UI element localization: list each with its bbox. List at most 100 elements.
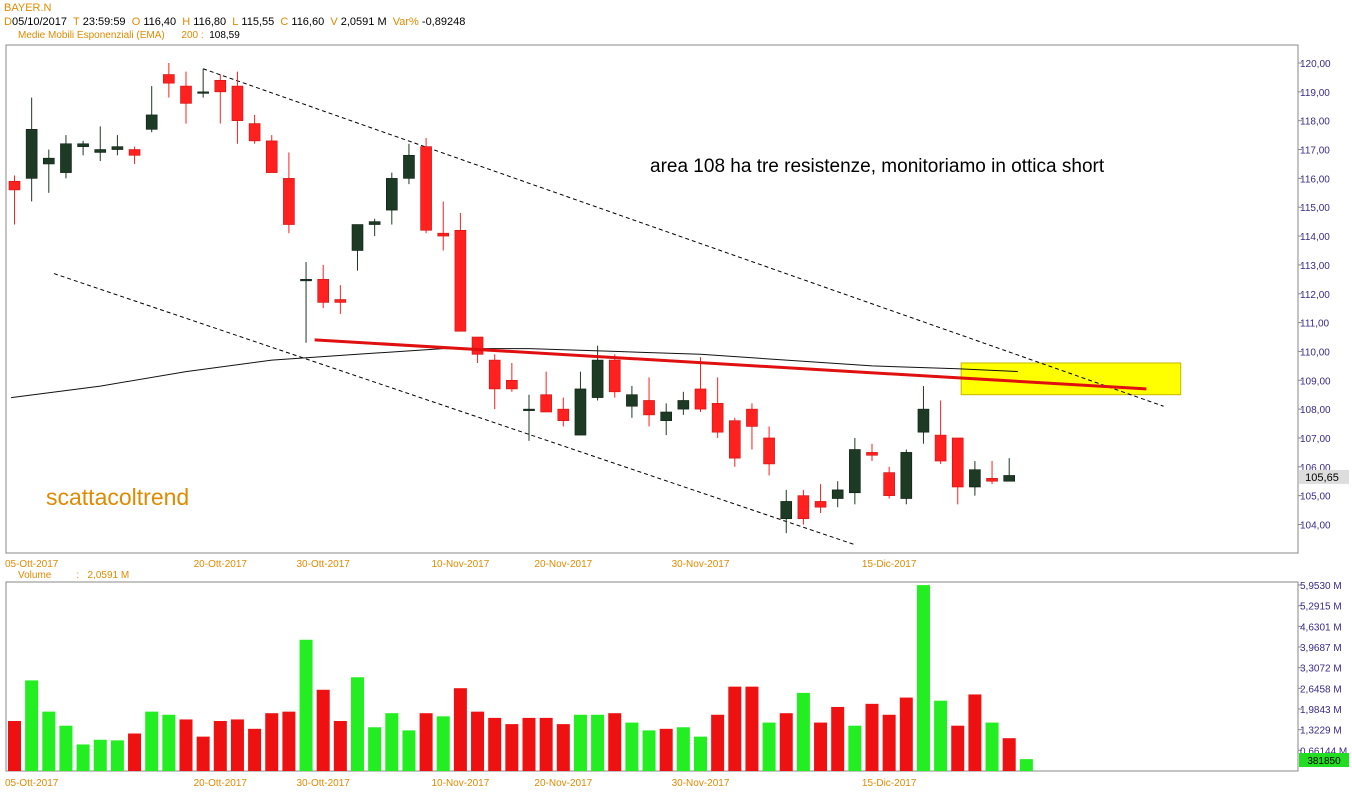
candle-body xyxy=(283,178,295,225)
price-y-tick-label: 112,00 xyxy=(1300,290,1330,301)
volume-x-tick-label: 20-Ott-2017 xyxy=(194,778,248,789)
volume-bar xyxy=(453,688,467,771)
price-x-axis: 05-Ott-2017 20-Ott-2017 30-Ott-2017 10-Nov-… xyxy=(5,559,917,570)
candle-bearish xyxy=(883,466,895,499)
candle-bearish xyxy=(643,377,655,427)
candle-bullish xyxy=(111,135,124,156)
volume-bar xyxy=(299,639,313,771)
volume-bar xyxy=(385,713,399,771)
volume-value: 2,0591 M xyxy=(340,16,387,28)
candle-bearish xyxy=(557,397,570,427)
price-y-tick-label: 106,00 xyxy=(1300,463,1331,474)
volume-bar xyxy=(110,740,124,771)
volume-bar xyxy=(145,711,159,771)
volume-bar xyxy=(179,719,193,771)
volume-bar xyxy=(556,724,570,771)
candles-layer xyxy=(8,63,1016,534)
volume-bar xyxy=(676,727,690,771)
candle-bearish xyxy=(540,371,552,413)
close-value: 116,60 xyxy=(291,16,325,28)
volume-bar xyxy=(196,736,210,771)
candle-body xyxy=(420,146,432,231)
volume-bar xyxy=(505,724,519,771)
close-label: C xyxy=(280,16,289,28)
candle-body xyxy=(334,299,347,303)
candle-body xyxy=(951,437,964,488)
volume-bar xyxy=(694,736,707,771)
current-volume-tag: 381850 xyxy=(1299,753,1349,767)
volume-bar xyxy=(779,713,793,771)
candle-body xyxy=(60,143,72,173)
candle-bearish xyxy=(214,74,227,124)
candle-bullish xyxy=(94,126,107,162)
candle-bearish xyxy=(506,362,518,392)
volume-bar xyxy=(471,711,485,771)
volume-bar xyxy=(985,722,999,771)
volume-bar xyxy=(659,728,673,771)
candle-body xyxy=(351,224,364,251)
candle-bullish xyxy=(660,403,673,436)
candle-body xyxy=(608,359,621,393)
candle-body xyxy=(797,495,810,520)
volume-label: V xyxy=(330,16,338,28)
candle-body xyxy=(77,143,89,147)
volume-y-tick-label: 1,3229 M xyxy=(1300,726,1342,737)
candle-bearish xyxy=(746,403,758,450)
candle-bullish xyxy=(42,149,55,193)
time-value: 23:59:59 xyxy=(82,16,126,28)
candle-bullish xyxy=(403,143,415,185)
volume-y-tick-label: 5,2915 M xyxy=(1300,602,1342,613)
current-price-label: 105,65 xyxy=(1305,472,1339,484)
candle-body xyxy=(626,394,638,407)
candle-body xyxy=(471,336,484,355)
volume-bar xyxy=(951,725,965,771)
candle-bearish xyxy=(420,137,432,234)
candle-bullish xyxy=(300,262,312,343)
volume-bar xyxy=(539,717,553,771)
date-label: D xyxy=(4,16,12,28)
candle-body xyxy=(780,501,793,520)
volume-legend-value: 2,0591 M xyxy=(87,570,130,581)
candle-body xyxy=(660,411,673,421)
candle-bearish xyxy=(951,437,964,505)
low-value: 115,55 xyxy=(241,16,275,28)
candle-bearish xyxy=(231,71,244,144)
volume-x-axis: 05-Ott-2017 20-Ott-2017 30-Ott-2017 10-Nov-… xyxy=(5,778,917,789)
price-y-tick-label: 104,00 xyxy=(1300,521,1331,532)
price-y-tick-label: 110,00 xyxy=(1300,347,1330,358)
volume-bar xyxy=(76,744,90,771)
volume-bar xyxy=(934,700,948,771)
candle-body xyxy=(523,408,535,411)
volume-y-axis: 5,9530 M 5,2915 M 4,6301 M 3,9687 M 3,3072 M… xyxy=(1298,581,1347,757)
candle-body xyxy=(368,221,381,225)
candle-bearish xyxy=(986,461,998,485)
candle-bullish xyxy=(574,371,587,436)
volume-y-tick-label: 3,3072 M xyxy=(1300,664,1342,675)
candle-body xyxy=(540,394,552,413)
volume-bar xyxy=(522,717,536,771)
candle-bearish xyxy=(317,264,330,309)
volume-bar xyxy=(248,728,262,771)
volume-bar xyxy=(899,697,913,771)
price-x-tick-label: 20-Nov-2017 xyxy=(534,559,592,570)
candle-bullish xyxy=(900,449,913,505)
high-value: 116,80 xyxy=(193,16,227,28)
price-y-tick-label: 111,00 xyxy=(1300,319,1330,330)
price-y-tick-label: 118,00 xyxy=(1300,117,1330,128)
candle-bearish xyxy=(608,354,621,398)
volume-bar xyxy=(436,716,450,771)
candle-bearish xyxy=(814,484,827,513)
candle-bullish xyxy=(591,345,604,401)
candle-body xyxy=(711,403,724,433)
price-x-tick-label: 30-Nov-2017 xyxy=(672,559,730,570)
var-value: -0,89248 xyxy=(421,16,466,28)
candle-body xyxy=(128,149,141,156)
price-y-tick-label: 113,00 xyxy=(1300,261,1330,272)
candle-body xyxy=(111,146,124,150)
candle-body xyxy=(643,400,655,416)
candle-bearish xyxy=(180,71,192,124)
candle-body xyxy=(180,85,192,104)
candle-body xyxy=(197,91,209,94)
volume-bar xyxy=(265,713,279,771)
trend-channel-layer xyxy=(53,68,1164,546)
